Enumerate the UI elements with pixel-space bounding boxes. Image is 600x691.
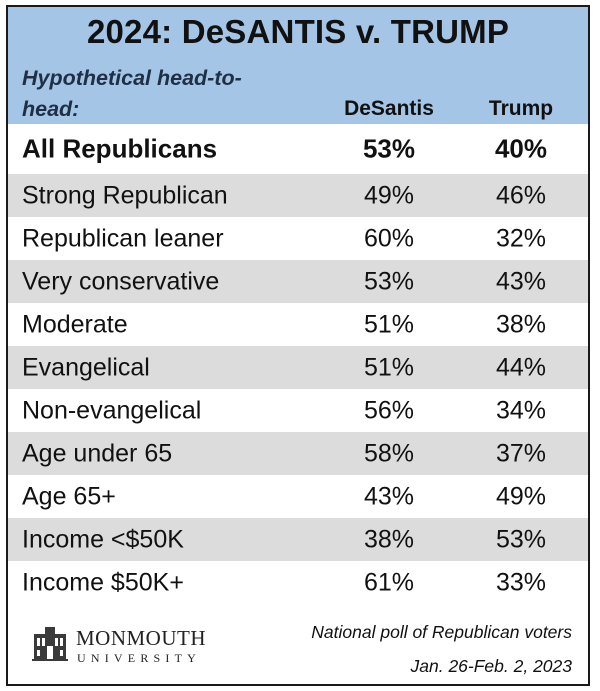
row-label: Strong Republican xyxy=(22,181,228,209)
desantis-value: 53% xyxy=(363,267,415,295)
table-row: Income <$50K 38% 53% xyxy=(8,518,588,561)
desantis-value: 43% xyxy=(363,482,415,510)
chart-subtitle: Hypothetical head-to-head: xyxy=(22,66,242,121)
desantis-value: 38% xyxy=(363,525,415,553)
row-label: Income <$50K xyxy=(22,525,184,553)
column-header-desantis: DeSantis xyxy=(344,97,434,120)
row-label: Republican leaner xyxy=(22,224,224,252)
row-label: Income $50K+ xyxy=(22,568,184,596)
trump-value: 37% xyxy=(495,439,547,467)
row-label: All Republicans xyxy=(22,133,218,164)
table-header: 2024: DeSANTIS v. TRUMP Hypothetical hea… xyxy=(8,7,588,124)
table-row: Strong Republican 49% 46% xyxy=(8,174,588,217)
trump-value: 34% xyxy=(495,396,547,424)
trump-value: 32% xyxy=(495,224,547,252)
source-note: National poll of Republican voters xyxy=(311,622,572,642)
university-building-icon xyxy=(32,627,68,661)
date-note: Jan. 26-Feb. 2, 2023 xyxy=(410,656,573,676)
table-body: All Republicans 53% 40% Strong Republican 49… xyxy=(8,124,588,604)
desantis-value: 60% xyxy=(363,224,415,252)
desantis-value: 56% xyxy=(363,396,415,424)
trump-value: 53% xyxy=(495,525,547,553)
desantis-value: 61% xyxy=(363,568,415,596)
table-footer: MONMOUTH UNIVERSITY National poll of Rep… xyxy=(8,610,588,684)
logo-name: MONMOUTH xyxy=(76,626,206,650)
desantis-value: 51% xyxy=(363,353,415,381)
trump-value: 33% xyxy=(495,568,547,596)
table-row: Evangelical 51% 44% xyxy=(8,346,588,389)
table-row: Income $50K+ 61% 33% xyxy=(8,561,588,604)
table-row: Very conservative 53% 43% xyxy=(8,260,588,303)
row-label: Age 65+ xyxy=(22,482,116,510)
trump-value: 49% xyxy=(495,482,547,510)
trump-value: 40% xyxy=(494,133,548,164)
table-row: Moderate 51% 38% xyxy=(8,303,588,346)
desantis-value: 58% xyxy=(363,439,415,467)
row-label: Moderate xyxy=(22,310,128,338)
poll-table-card: 2024: DeSANTIS v. TRUMP Hypothetical hea… xyxy=(6,5,590,686)
desantis-value: 53% xyxy=(362,133,416,164)
table-row: Non-evangelical 56% 34% xyxy=(8,389,588,432)
row-label: Age under 65 xyxy=(22,439,173,467)
table-row: Age under 65 58% 37% xyxy=(8,432,588,475)
trump-value: 43% xyxy=(495,267,547,295)
logo-subtitle: UNIVERSITY xyxy=(77,651,201,665)
table-row: Age 65+ 43% 49% xyxy=(8,475,588,518)
desantis-value: 49% xyxy=(363,181,415,209)
column-header-trump: Trump xyxy=(488,97,554,120)
table-row: Republican leaner 60% 32% xyxy=(8,217,588,260)
row-label: Non-evangelical xyxy=(22,396,202,424)
chart-title: 2024: DeSANTIS v. TRUMP xyxy=(86,13,510,50)
trump-value: 46% xyxy=(495,181,547,209)
desantis-value: 51% xyxy=(363,310,415,338)
table-row: All Republicans 53% 40% xyxy=(8,124,588,174)
trump-value: 38% xyxy=(495,310,547,338)
row-label: Evangelical xyxy=(22,353,150,381)
row-label: Very conservative xyxy=(22,267,220,295)
monmouth-logo: MONMOUTH UNIVERSITY xyxy=(30,624,220,665)
trump-value: 44% xyxy=(495,353,547,381)
